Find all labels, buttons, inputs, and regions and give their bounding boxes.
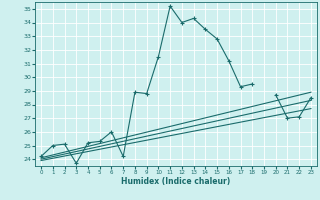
X-axis label: Humidex (Indice chaleur): Humidex (Indice chaleur) — [121, 177, 231, 186]
